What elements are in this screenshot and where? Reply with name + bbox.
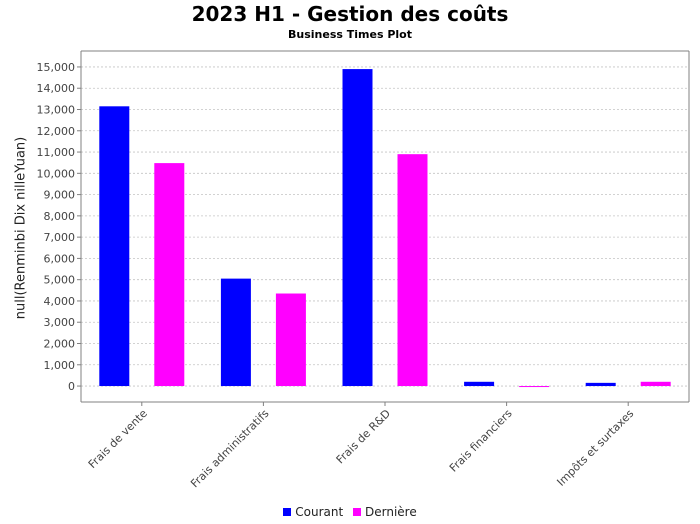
chart-subtitle: Business Times Plot xyxy=(288,28,412,41)
legend-label-courant: Courant xyxy=(295,505,344,519)
y-tick-label-10: 10,000 xyxy=(37,167,76,180)
y-tick-label-1: 1,000 xyxy=(44,359,76,372)
y-tick-label-4: 4,000 xyxy=(44,295,76,308)
y-tick-label-2: 2,000 xyxy=(44,338,76,351)
bar-courant-4 xyxy=(585,382,616,387)
bar-derniere-4 xyxy=(640,381,671,387)
x-tick-label-1: Frais administratifs xyxy=(188,407,272,491)
legend-item-courant: Courant xyxy=(283,505,343,519)
y-tick-label-13: 13,000 xyxy=(37,104,76,117)
bar-courant-1 xyxy=(220,278,251,387)
y-tick-label-3: 3,000 xyxy=(44,316,76,329)
y-tick-label-5: 5,000 xyxy=(44,274,76,287)
bar-derniere-0 xyxy=(154,163,185,387)
legend-item-derniere: Dernière xyxy=(353,505,417,519)
legend-swatch-derniere xyxy=(353,508,362,516)
bar-derniere-1 xyxy=(275,293,306,387)
y-tick-label-8: 8,000 xyxy=(44,210,76,223)
x-tick-label-4: Impôts et surtaxes xyxy=(554,407,636,489)
y-tick-label-14: 14,000 xyxy=(37,82,76,95)
bar-courant-2 xyxy=(342,69,373,387)
y-tick-label-7: 7,000 xyxy=(44,231,76,244)
legend: Courant Dernière xyxy=(0,505,700,519)
y-tick-label-9: 9,000 xyxy=(44,189,76,202)
legend-label-derniere: Dernière xyxy=(365,505,417,519)
y-tick-label-11: 11,000 xyxy=(37,146,76,159)
x-tick-label-2: Frais de R&D xyxy=(334,407,393,466)
bar-courant-0 xyxy=(99,106,130,387)
bar-derniere-3 xyxy=(519,386,550,388)
chart-title: 2023 H1 - Gestion des coûts xyxy=(191,2,509,26)
y-tick-label-15: 15,000 xyxy=(37,61,76,74)
bar-courant-3 xyxy=(464,381,495,387)
y-tick-label-12: 12,000 xyxy=(37,125,76,138)
y-tick-label-0: 0 xyxy=(68,380,75,393)
x-tick-label-3: Frais financiers xyxy=(447,407,515,475)
y-tick-label-6: 6,000 xyxy=(44,252,76,265)
bar-derniere-2 xyxy=(397,154,428,387)
legend-swatch-courant xyxy=(283,508,292,516)
x-tick-label-0: Frais de vente xyxy=(86,407,150,471)
